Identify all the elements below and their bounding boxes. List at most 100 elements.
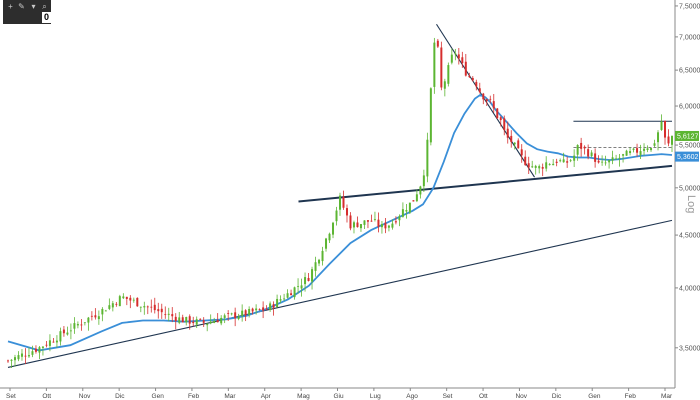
candle-body (499, 117, 502, 121)
candle-body (513, 142, 516, 145)
candle-body (66, 332, 69, 335)
candle-body (132, 299, 135, 301)
candle-body (524, 156, 527, 165)
candle-body (447, 65, 450, 84)
x-tick-label: Gen (588, 393, 601, 400)
candle-body (251, 308, 254, 312)
candle-body (276, 298, 279, 308)
candle-body (394, 221, 397, 223)
candle-body (671, 136, 673, 145)
candle-body (657, 132, 660, 143)
candle-body (527, 163, 530, 168)
candle-body (342, 196, 345, 208)
candle-body (122, 296, 125, 299)
candle-body (461, 57, 464, 64)
candle-body (573, 155, 576, 161)
candle-body (615, 158, 618, 160)
candle-body (171, 314, 174, 317)
candle-body (10, 359, 13, 361)
candle-body (450, 54, 453, 63)
candle-body (489, 98, 492, 100)
x-tick-label: Apr (261, 393, 272, 400)
x-tick-label: Gen (152, 393, 165, 400)
candle-body (237, 316, 240, 319)
candle-body (20, 353, 23, 357)
y-tick-label: 4,0000 (679, 285, 700, 292)
candle-body (55, 340, 58, 343)
candle-body (265, 308, 268, 310)
candle-body (262, 307, 265, 311)
candle-body (290, 293, 293, 296)
candle-body (164, 314, 167, 316)
x-tick-label: Mag (297, 393, 310, 400)
candle-body (73, 323, 76, 329)
trendline-long-support (7, 219, 673, 368)
x-tick-label: Ott (42, 393, 51, 400)
candle-body (188, 316, 191, 324)
magnifier-icon[interactable]: ⌕ (42, 2, 47, 11)
candle-body (475, 81, 478, 87)
candle-body (548, 164, 551, 165)
candle-body (206, 323, 209, 326)
candle-body (118, 296, 121, 307)
x-tick-label: Feb (625, 393, 637, 400)
candle-body (157, 309, 160, 312)
price-tag (675, 130, 699, 141)
pencil-icon[interactable]: ✎ (18, 2, 25, 11)
candle-body (373, 219, 376, 220)
candle-body (457, 54, 460, 59)
candle-body (506, 128, 509, 138)
candle-body (408, 202, 411, 213)
brush-icon[interactable]: ▾ (31, 2, 36, 11)
candle-body (478, 88, 481, 93)
candle-body (559, 160, 562, 162)
candle-body (272, 304, 275, 308)
x-tick-label: Set (443, 393, 453, 400)
candle-body (482, 93, 485, 100)
candle-body (174, 316, 177, 322)
candle-body (422, 175, 425, 187)
candle-body (160, 308, 163, 313)
candle-body (629, 151, 632, 154)
candle-body (384, 222, 387, 229)
candle-body (321, 250, 324, 262)
candle-body (41, 346, 44, 348)
price-tag-label: 5,6127 (677, 133, 699, 140)
candle-body (213, 321, 216, 323)
candle-body (314, 262, 317, 271)
candle-body (31, 351, 34, 355)
candle-body (90, 315, 93, 317)
candle-body (227, 313, 230, 314)
candle-body (636, 148, 639, 153)
candle-body (335, 210, 338, 222)
x-tick-label: Ago (406, 393, 418, 400)
candle-body (195, 319, 198, 325)
x-tick-label: Giu (334, 393, 345, 400)
plus-icon[interactable]: + (8, 2, 13, 11)
candle-body (62, 329, 65, 334)
candle-body (104, 310, 107, 312)
candle-body (311, 269, 314, 282)
trendline-neckline (298, 164, 673, 203)
candle-body (34, 348, 37, 352)
candle-body (492, 101, 495, 109)
candle-body (643, 148, 646, 151)
candle-body (111, 303, 114, 308)
x-tick-label: Feb (188, 393, 200, 400)
candle-body (436, 40, 439, 47)
candle-body (328, 233, 331, 241)
candle-body (405, 210, 408, 212)
candle-body (618, 157, 621, 159)
candle-body (377, 219, 380, 227)
candle-body (562, 159, 565, 163)
candle-body (398, 216, 401, 221)
candle-body (293, 287, 296, 298)
candle-body (83, 322, 86, 324)
candle-body (153, 304, 156, 311)
candle-body (419, 186, 422, 195)
candle-body (136, 297, 139, 307)
candle-body (401, 209, 404, 217)
price-tag-label: 5,3602 (677, 154, 699, 161)
candle-body (283, 298, 286, 300)
candle-body (534, 165, 537, 168)
